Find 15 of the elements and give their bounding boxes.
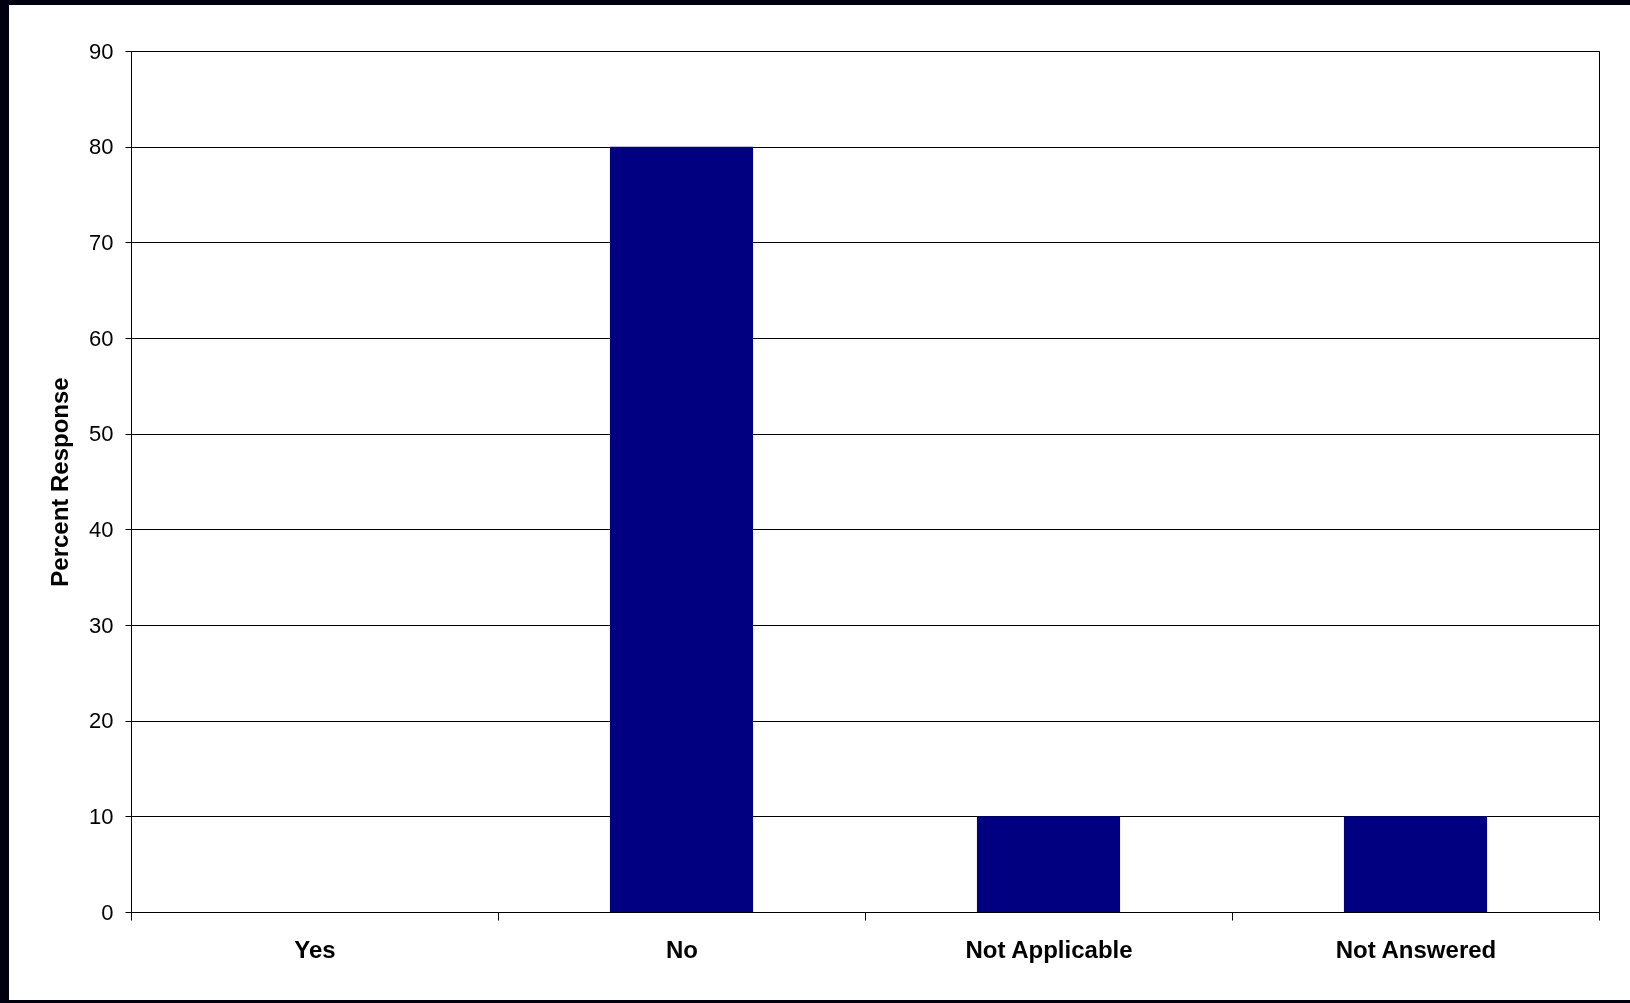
y-tick-label: 20	[89, 708, 114, 734]
y-tick-label: 10	[89, 803, 114, 829]
y-axis-title: Percent Response	[46, 377, 74, 587]
y-tick-label: 70	[89, 229, 114, 255]
y-tick-label: 60	[89, 325, 114, 351]
y-tick-label: 50	[89, 421, 114, 447]
x-tick-label: No	[666, 935, 698, 963]
y-tick-label: 80	[89, 134, 114, 160]
y-tick-label: 90	[89, 38, 114, 64]
y-tick-label: 0	[101, 899, 114, 925]
x-tick-label: Yes	[294, 935, 336, 963]
x-tick-label: Not Applicable	[965, 935, 1133, 963]
y-tick-label: 30	[89, 612, 114, 638]
y-tick-label: 40	[89, 516, 114, 542]
x-tick-label: Not Answered	[1335, 935, 1497, 963]
